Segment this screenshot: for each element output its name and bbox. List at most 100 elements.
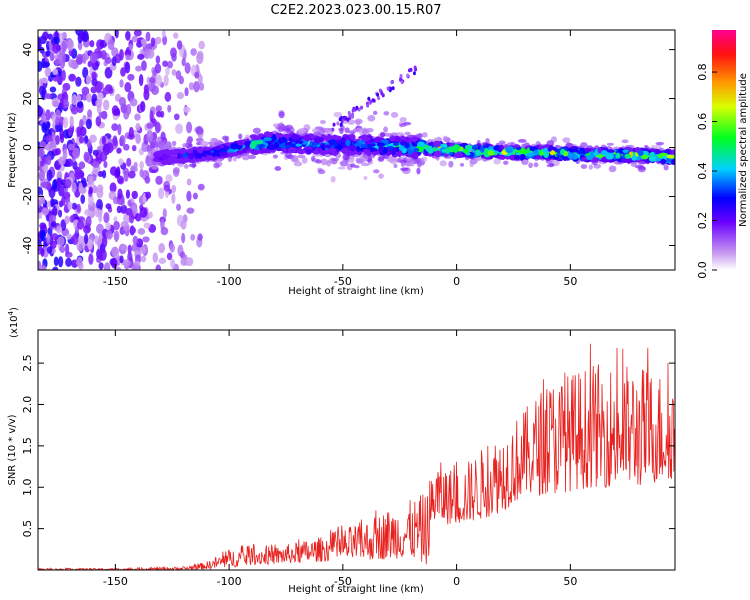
heatmap-cell <box>513 154 522 160</box>
heatmap-cell <box>584 147 592 152</box>
snr-x-axis-label: Height of straight line (km) <box>288 584 424 595</box>
heatmap-cell <box>65 243 70 256</box>
snr-y-tick-label: 1.0 <box>21 478 34 496</box>
heatmap-cell <box>393 142 399 146</box>
snr-panel: -150 -100 -50 0 50 0.5 1.0 1.5 2.0 2.5 Height of… <box>7 307 676 595</box>
heatmap-cell <box>173 32 179 39</box>
colorbar-label: Normalized spectral amplitude <box>738 73 749 227</box>
heatmap-cell <box>472 144 479 150</box>
heatmap-cell <box>46 155 52 166</box>
heatmap-cell <box>346 117 350 122</box>
spectrogram-x-axis-label: Height of straight line (km) <box>288 286 424 297</box>
heatmap-cell <box>110 257 118 269</box>
heatmap-cell <box>38 60 43 72</box>
heatmap-cell <box>406 73 410 78</box>
heatmap-cell <box>123 143 130 151</box>
spectrogram-x-tick-label: -100 <box>217 275 242 288</box>
heatmap-cell <box>38 148 45 158</box>
heatmap-cell <box>198 40 205 50</box>
heatmap-cell <box>641 154 649 160</box>
heatmap-cell <box>100 50 107 60</box>
heatmap-cell <box>47 33 53 40</box>
heatmap-cell <box>91 71 97 79</box>
heatmap-cell <box>197 183 205 191</box>
heatmap-cell <box>241 148 247 153</box>
heatmap-cell <box>410 136 418 143</box>
heatmap-cell <box>281 124 286 130</box>
heatmap-cell <box>67 143 75 151</box>
heatmap-cell <box>45 134 53 142</box>
heatmap-cell <box>377 156 385 162</box>
snr-x-tick-label: 0 <box>453 575 460 588</box>
heatmap-cell <box>325 130 334 136</box>
heatmap-cell <box>363 175 368 181</box>
spectrogram-y-tick-label: 40 <box>21 43 34 57</box>
heatmap-cell <box>92 149 99 156</box>
heatmap-cell <box>116 147 122 154</box>
heatmap-cell <box>171 184 177 194</box>
heatmap-cell <box>400 160 406 167</box>
heatmap-cell <box>158 257 167 264</box>
heatmap-cell <box>50 197 55 208</box>
heatmap-cell <box>369 99 373 104</box>
heatmap-cell <box>274 166 282 171</box>
heatmap-cell <box>170 258 175 269</box>
heatmap-cell <box>40 181 49 188</box>
heatmap-cell <box>559 149 565 156</box>
heatmap-cell <box>140 38 147 46</box>
heatmap-cell <box>72 147 81 159</box>
heatmap-cell <box>172 167 180 175</box>
heatmap-cell <box>58 256 64 268</box>
heatmap-cell <box>306 147 312 155</box>
heatmap-cell <box>519 153 526 160</box>
heatmap-cell <box>196 146 202 152</box>
heatmap-cell <box>59 133 65 144</box>
heatmap-cell <box>390 159 398 165</box>
heatmap-cell <box>51 97 60 108</box>
heatmap-cell <box>487 150 495 156</box>
heatmap-cell <box>40 248 45 257</box>
heatmap-cell <box>275 132 280 139</box>
heatmap-cell <box>76 256 83 267</box>
heatmap-cell <box>56 236 65 246</box>
heatmap-cell <box>393 163 398 169</box>
heatmap-cell <box>59 99 64 110</box>
heatmap-cell <box>197 233 203 241</box>
heatmap-cell <box>71 181 77 194</box>
heatmap-cell <box>52 41 60 54</box>
spectrogram-x-tick-label: -150 <box>103 275 128 288</box>
heatmap-cell <box>155 264 162 270</box>
heatmap-cell <box>568 148 576 153</box>
heatmap-cell <box>87 179 95 190</box>
heatmap-cell <box>671 159 675 166</box>
heatmap-cell <box>319 149 324 156</box>
heatmap-cell <box>82 66 89 79</box>
heatmap-cell <box>98 111 107 119</box>
snr-y-tick-label: 2.5 <box>21 354 34 372</box>
heatmap-cell <box>227 148 235 153</box>
heatmap-cell <box>131 35 139 43</box>
heatmap-cell <box>89 52 98 64</box>
heatmap-cell <box>464 144 473 150</box>
heatmap-cell <box>199 82 205 91</box>
heatmap-cell <box>390 111 399 118</box>
heatmap-cell <box>127 73 135 81</box>
heatmap-cell <box>188 163 197 168</box>
heatmap-cell <box>83 151 90 162</box>
heatmap-cell <box>505 147 513 154</box>
colorbar-tick-label: 0.4 <box>696 162 709 180</box>
heatmap-cell <box>76 203 81 213</box>
heatmap-cell <box>92 161 100 169</box>
heatmap-cell <box>84 135 89 144</box>
heatmap-cell <box>453 144 461 151</box>
heatmap-cell <box>154 63 162 74</box>
heatmap-cell <box>181 143 189 148</box>
heatmap-cell <box>360 105 364 110</box>
heatmap-cell <box>181 232 186 244</box>
heatmap-cell <box>310 156 316 162</box>
heatmap-cell <box>52 205 58 217</box>
heatmap-cell <box>459 163 465 167</box>
heatmap-cell <box>342 153 350 161</box>
heatmap-cell <box>417 132 423 137</box>
heatmap-cell <box>85 216 92 228</box>
